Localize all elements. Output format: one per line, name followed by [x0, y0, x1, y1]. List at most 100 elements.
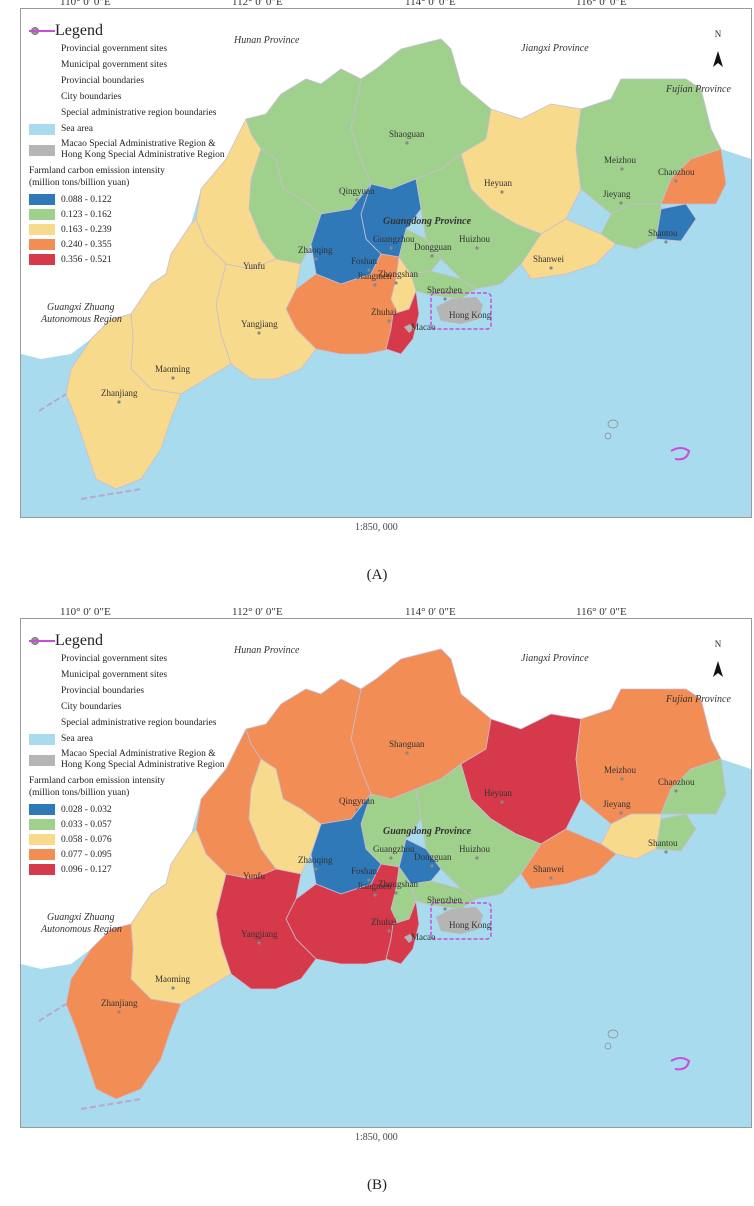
- sar-boundary-icon: [29, 30, 55, 119]
- municipal-site-marker: [430, 254, 434, 258]
- municipal-site-marker: [664, 240, 668, 244]
- legend-sar-regions: Macao Special Administrative Region & Ho…: [29, 747, 269, 773]
- map-scale: 1:850, 000: [355, 1132, 398, 1143]
- city-label-shenzhen: Shenzhen: [427, 895, 462, 905]
- intensity-class-swatch: [29, 209, 55, 220]
- city-label-guangzhou: Guangzhou: [373, 844, 415, 854]
- macao-region: [404, 934, 414, 943]
- guangdong-label: Guangdong Province: [383, 826, 472, 837]
- municipal-site-icon: [29, 638, 55, 681]
- municipal-site-marker: [314, 867, 318, 871]
- intensity-class-row: 0.096 - 0.127: [29, 862, 269, 877]
- lon-label-112: 112° 0′ 0″E: [232, 0, 283, 8]
- neighbor-land: [21, 9, 751, 359]
- legend-title: Legend: [55, 22, 103, 39]
- city-label-jiangmen: Jiangmen: [357, 271, 392, 281]
- hong-kong-sar-boundary: [430, 902, 492, 940]
- municipal-site-marker: [549, 876, 553, 880]
- legend-sar-regions: Macao Special Administrative Region & Ho…: [29, 137, 269, 163]
- city-region-huizhou: [415, 153, 542, 290]
- intensity-title-2: (million tons/billion yuan): [29, 178, 130, 188]
- legend-sar-boundaries-label: Special administrative region boundaries: [61, 108, 217, 118]
- provincial-site-icon: [29, 637, 55, 665]
- city-label-hongkong: Hong Kong: [449, 920, 492, 930]
- intensity-class-row: 0.088 - 0.122: [29, 192, 269, 207]
- legend-municipal-sites-label: Municipal government sites: [61, 670, 168, 680]
- city-label-macao: Macao: [411, 932, 436, 942]
- municipal-site-marker: [664, 850, 668, 854]
- legend-city-boundaries: City boundaries: [29, 640, 269, 715]
- intensity-class-row: 0.028 - 0.032: [29, 802, 269, 817]
- city-label-jieyang: Jieyang: [603, 799, 631, 809]
- jiangxi-label: Jiangxi Province: [521, 653, 589, 664]
- legend-provincial-boundaries-label: Provincial boundaries: [61, 76, 145, 86]
- offshore-islands: [670, 447, 691, 461]
- lon-label-114: 114° 0′ 0″E: [405, 0, 456, 8]
- city-label-shenzhen: Shenzhen: [427, 285, 462, 295]
- panel-label: (A): [366, 567, 388, 583]
- municipal-site-marker: [619, 201, 623, 205]
- legend-sar-regions-label-1: Macao Special Administrative Region &: [61, 139, 216, 149]
- city-label-maoming: Maoming: [155, 974, 190, 984]
- intensity-class-label: 0.088 - 0.122: [61, 194, 112, 205]
- legend-city-boundaries: City boundaries: [29, 30, 269, 105]
- municipal-site-marker: [373, 893, 377, 897]
- hunan-label: Hunan Province: [234, 35, 300, 46]
- municipal-site-marker: [117, 1010, 121, 1014]
- legend-municipal-sites: Municipal government sites: [29, 638, 269, 683]
- city-region-zhanjiang: [65, 923, 182, 1100]
- sea-swatch: [29, 733, 55, 745]
- municipal-site-marker: [619, 811, 623, 815]
- macao-region: [404, 324, 414, 333]
- city-region-shenzhen: [410, 880, 477, 910]
- legend-sar-boundaries: Special administrative region boundaries: [29, 640, 269, 731]
- legend-provincial-boundaries-label: Provincial boundaries: [61, 686, 145, 696]
- municipal-site-marker: [389, 856, 393, 860]
- city-label-shantou: Shantou: [648, 228, 678, 238]
- intensity-class-row: 0.163 - 0.239: [29, 222, 269, 237]
- legend-sar-boundaries-label: Special administrative region boundaries: [61, 718, 217, 728]
- city-label-yunfu: Yunfu: [243, 871, 265, 881]
- intensity-class-swatch: [29, 254, 55, 265]
- city-region-zhanjiang: [65, 313, 182, 490]
- municipal-site-marker: [405, 141, 409, 145]
- island: [604, 432, 612, 440]
- municipal-site-marker: [117, 400, 121, 404]
- intensity-class-swatch: [29, 834, 55, 845]
- city-label-huizhou: Huizhou: [459, 234, 490, 244]
- island: [607, 419, 619, 429]
- city-label-shaoguan: Shaoguan: [389, 129, 425, 139]
- legend-municipal-sites-label: Municipal government sites: [61, 60, 168, 70]
- intensity-class-label: 0.356 - 0.521: [61, 254, 112, 265]
- legend-municipal-sites: Municipal government sites: [29, 28, 269, 73]
- hunan-label: Hunan Province: [234, 645, 300, 656]
- legend: Legend Provincial government sites Munic…: [29, 22, 269, 267]
- legend-sar-boundaries: Special administrative region boundaries: [29, 30, 269, 121]
- sea-swatch: [29, 123, 55, 135]
- city-region-zhuhai: [385, 290, 420, 355]
- hong-kong-sar-boundary: [430, 292, 492, 330]
- lon-label-116: 116° 0′ 0″E: [576, 606, 627, 618]
- city-label-huizhou: Huizhou: [459, 844, 490, 854]
- provincial-boundary-icon: [29, 30, 55, 87]
- guangxi-label-2: Autonomous Region: [41, 924, 122, 935]
- city-label-meizhou: Meizhou: [604, 765, 636, 775]
- map-scale: 1:850, 000: [355, 522, 398, 533]
- guangxi-label-2: Autonomous Region: [41, 314, 122, 325]
- municipal-site-marker: [257, 331, 261, 335]
- guangdong-label: Guangdong Province: [383, 216, 472, 227]
- legend-provincial-boundaries: Provincial boundaries: [29, 640, 269, 699]
- intensity-class-label: 0.240 - 0.355: [61, 239, 112, 250]
- map-svg: [21, 619, 751, 1127]
- intensity-class-swatch: [29, 239, 55, 250]
- city-label-zhaoqing: Zhaoqing: [298, 245, 333, 255]
- legend-provincial-sites: Provincial government sites: [29, 637, 269, 667]
- city-label-guangzhou: Guangzhou: [373, 234, 415, 244]
- intensity-title-1: Farmland carbon emission intensity: [29, 776, 165, 786]
- city-label-qingyuan: Qingyuan: [339, 796, 375, 806]
- sar-swatch: [29, 754, 55, 766]
- legend: Legend Provincial government sites Munic…: [29, 633, 269, 877]
- municipal-site-marker: [443, 907, 447, 911]
- city-label-zhanjiang: Zhanjiang: [101, 998, 138, 1008]
- legend-sea-area: Sea area: [29, 121, 269, 137]
